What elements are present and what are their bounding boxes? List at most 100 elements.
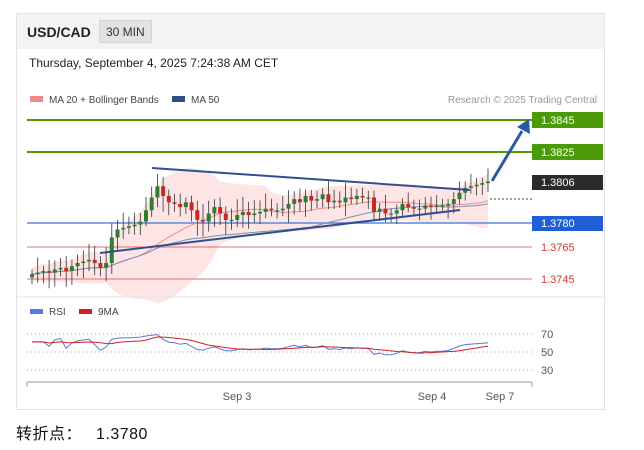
target-arrow-shaft: [490, 130, 524, 182]
candle-body: [451, 199, 456, 204]
candle-body: [332, 200, 337, 203]
candle-body: [366, 197, 371, 199]
candle-body: [457, 192, 462, 200]
candle-body: [434, 205, 439, 208]
price-tag-support-2-text: 1.3745: [541, 274, 575, 286]
candle-body: [64, 267, 69, 272]
target-arrow-head: [517, 119, 530, 134]
chart-header: USD/CAD 30 MIN: [17, 14, 604, 49]
candle-body: [201, 219, 205, 222]
candle-body: [47, 271, 52, 273]
candle-body: [52, 269, 57, 273]
candle-body: [121, 227, 126, 230]
candle-body: [474, 184, 479, 187]
price-tag-support-1-text: 1.3765: [541, 242, 575, 254]
candle-body: [189, 202, 194, 211]
candle-body: [212, 207, 217, 214]
price-tag-current: 1.3806: [532, 175, 603, 190]
candlesticks: [30, 168, 490, 289]
rsi-label-70: 70: [541, 329, 553, 341]
price-tag-2: 1.3825: [532, 144, 603, 160]
legend-swatch-9ma: [79, 309, 92, 314]
candle-body: [297, 199, 302, 203]
candle-body: [178, 203, 183, 208]
price-tag-2-text: 1.3825: [541, 147, 575, 159]
candle-body: [75, 263, 80, 267]
candle-body: [275, 210, 280, 212]
candle-body: [155, 186, 160, 198]
candle-body: [417, 208, 422, 210]
price-tag-pivot-text: 1.3780: [541, 218, 575, 230]
candle-body: [223, 213, 228, 220]
legend-label-9ma: 9MA: [98, 307, 119, 318]
candle-body: [246, 211, 251, 216]
timeframe-button[interactable]: 30 MIN: [99, 20, 152, 43]
candle-body: [423, 205, 428, 209]
candle-body: [354, 195, 359, 200]
lower-trend-line: [99, 209, 461, 254]
candle-body: [468, 186, 473, 188]
legend-label-ma20: MA 20 + Bollinger Bands: [49, 95, 159, 106]
candle-body: [446, 203, 451, 206]
candle-body: [252, 213, 257, 216]
candle-body: [109, 237, 114, 264]
candle-body: [206, 213, 211, 222]
candle-body: [377, 208, 382, 212]
legend-swatch-rsi: [30, 309, 43, 314]
candle-body: [172, 202, 177, 204]
candle-body: [320, 194, 325, 200]
candle-body: [411, 207, 416, 209]
x-label-sep4: Sep 4: [418, 391, 447, 403]
upper-trend-line: [151, 167, 471, 191]
candle-body: [235, 215, 240, 220]
rsi-label-50: 50: [541, 347, 553, 359]
candle-body: [161, 186, 166, 196]
candle-body: [41, 271, 46, 273]
candle-body: [372, 197, 376, 212]
candle-body: [69, 266, 74, 272]
candle-body: [115, 229, 120, 238]
price-tag-1-text: 1.3845: [541, 115, 575, 127]
candle-body: [30, 274, 34, 278]
price-tag-current-text: 1.3806: [541, 177, 575, 189]
candle-body: [58, 267, 63, 270]
candle-body: [263, 208, 268, 212]
legend-swatch-ma50: [172, 96, 185, 102]
candle-body: [126, 226, 131, 228]
candle-body: [292, 199, 297, 204]
legend-label-rsi: RSI: [49, 307, 66, 318]
candle-body: [337, 200, 342, 203]
candle-body: [440, 205, 445, 207]
candle-body: [303, 195, 308, 203]
pivot-footer: 转折点： 1.3780: [16, 420, 148, 444]
candle-body: [360, 195, 365, 198]
candle-body: [218, 207, 223, 214]
candle-body: [183, 202, 188, 208]
candle-body: [81, 261, 86, 264]
candle-body: [149, 197, 154, 211]
pivot-label: 转折点：: [16, 426, 83, 443]
price-tag-pivot: 1.3780: [532, 216, 603, 231]
candle-body: [166, 195, 171, 203]
candle-body: [132, 224, 137, 227]
candle-body: [87, 259, 91, 262]
timestamp: Thursday, September 4, 2025 7:24:38 AM C…: [29, 56, 279, 70]
legend-label-ma50: MA 50: [191, 95, 220, 106]
candle-body: [286, 203, 291, 209]
candle-body: [343, 197, 348, 203]
candle-body: [326, 194, 331, 203]
candle-body: [92, 259, 97, 264]
candle-body: [138, 221, 143, 225]
credit-text: Research © 2025 Trading Central: [448, 95, 597, 106]
price-tag-1: 1.3845: [532, 112, 603, 128]
candle-body: [486, 181, 490, 184]
candle-body: [394, 210, 399, 214]
candle-body: [280, 208, 285, 211]
candle-body: [98, 263, 103, 268]
candle-body: [315, 199, 319, 201]
x-label-sep7: Sep 7: [486, 391, 515, 403]
bollinger-band: [32, 167, 488, 304]
rsi-ma-line: [32, 336, 489, 354]
candle-body: [309, 195, 314, 201]
